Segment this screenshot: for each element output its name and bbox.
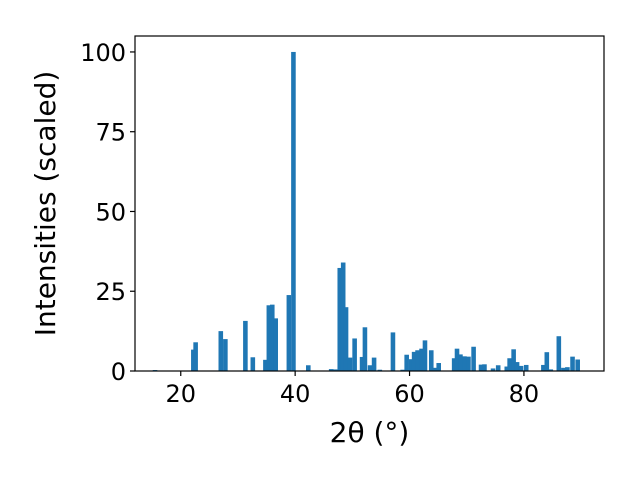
bar <box>337 267 343 371</box>
bar <box>523 364 529 371</box>
bar <box>565 367 570 371</box>
bar <box>511 349 516 371</box>
bar <box>250 357 256 371</box>
bar <box>362 327 368 371</box>
bar <box>340 262 346 371</box>
bar <box>306 365 311 371</box>
bar <box>471 346 476 371</box>
bar <box>422 340 428 371</box>
bar <box>273 318 278 371</box>
y-tick-label: 100 <box>80 39 126 67</box>
bar <box>193 342 198 371</box>
bar <box>507 358 512 371</box>
y-tick-label: 50 <box>95 198 126 226</box>
bar <box>286 295 292 371</box>
bar <box>561 367 566 371</box>
bar <box>223 339 228 371</box>
x-tick-label: 80 <box>509 380 540 408</box>
bar <box>404 354 409 371</box>
x-tick-label: 60 <box>394 380 425 408</box>
bar <box>218 331 224 371</box>
bar <box>419 348 424 371</box>
bar <box>411 351 417 371</box>
plot-frame <box>134 35 605 372</box>
bar <box>347 357 353 371</box>
bar <box>514 362 520 371</box>
bar <box>544 352 550 371</box>
bar <box>408 359 414 371</box>
bar <box>548 369 554 371</box>
bar <box>495 365 501 371</box>
bar <box>415 350 420 371</box>
y-tick-label: 75 <box>95 119 126 147</box>
bar <box>504 366 510 371</box>
bar <box>343 307 349 371</box>
bar <box>243 320 248 371</box>
bar <box>451 358 457 371</box>
bar <box>371 357 377 371</box>
bar <box>490 368 496 371</box>
bars-group <box>152 51 580 371</box>
bar <box>575 359 580 371</box>
bar <box>428 350 434 371</box>
x-axis-label: 2θ (°) <box>330 416 410 449</box>
bar <box>263 359 268 371</box>
x-tick-label: 20 <box>165 380 196 408</box>
bar <box>541 364 546 371</box>
y-tick-label: 25 <box>95 278 126 306</box>
bar <box>400 369 405 371</box>
bar <box>462 356 467 371</box>
y-tick-label: 0 <box>111 358 126 386</box>
bar <box>518 365 524 371</box>
bar <box>432 367 437 371</box>
y-axis-label: Intensities (scaled) <box>29 71 62 337</box>
y-axis: 0 25 50 75 100 <box>80 39 135 386</box>
bar <box>291 51 296 371</box>
bar <box>269 304 275 371</box>
bar <box>332 369 338 371</box>
bar <box>570 356 575 371</box>
x-tick-label: 40 <box>280 380 311 408</box>
bar <box>458 354 463 371</box>
bar <box>266 305 272 371</box>
bar <box>352 338 357 371</box>
bar <box>328 369 334 371</box>
bar <box>482 364 487 371</box>
x-axis: 20 40 60 80 <box>165 371 539 408</box>
bar <box>478 364 484 371</box>
bar <box>367 365 373 371</box>
bar <box>466 356 471 371</box>
bar <box>359 356 365 371</box>
bar <box>556 336 562 371</box>
bar <box>436 363 441 371</box>
bar <box>390 332 396 371</box>
bar <box>377 369 383 371</box>
bar <box>454 348 460 371</box>
